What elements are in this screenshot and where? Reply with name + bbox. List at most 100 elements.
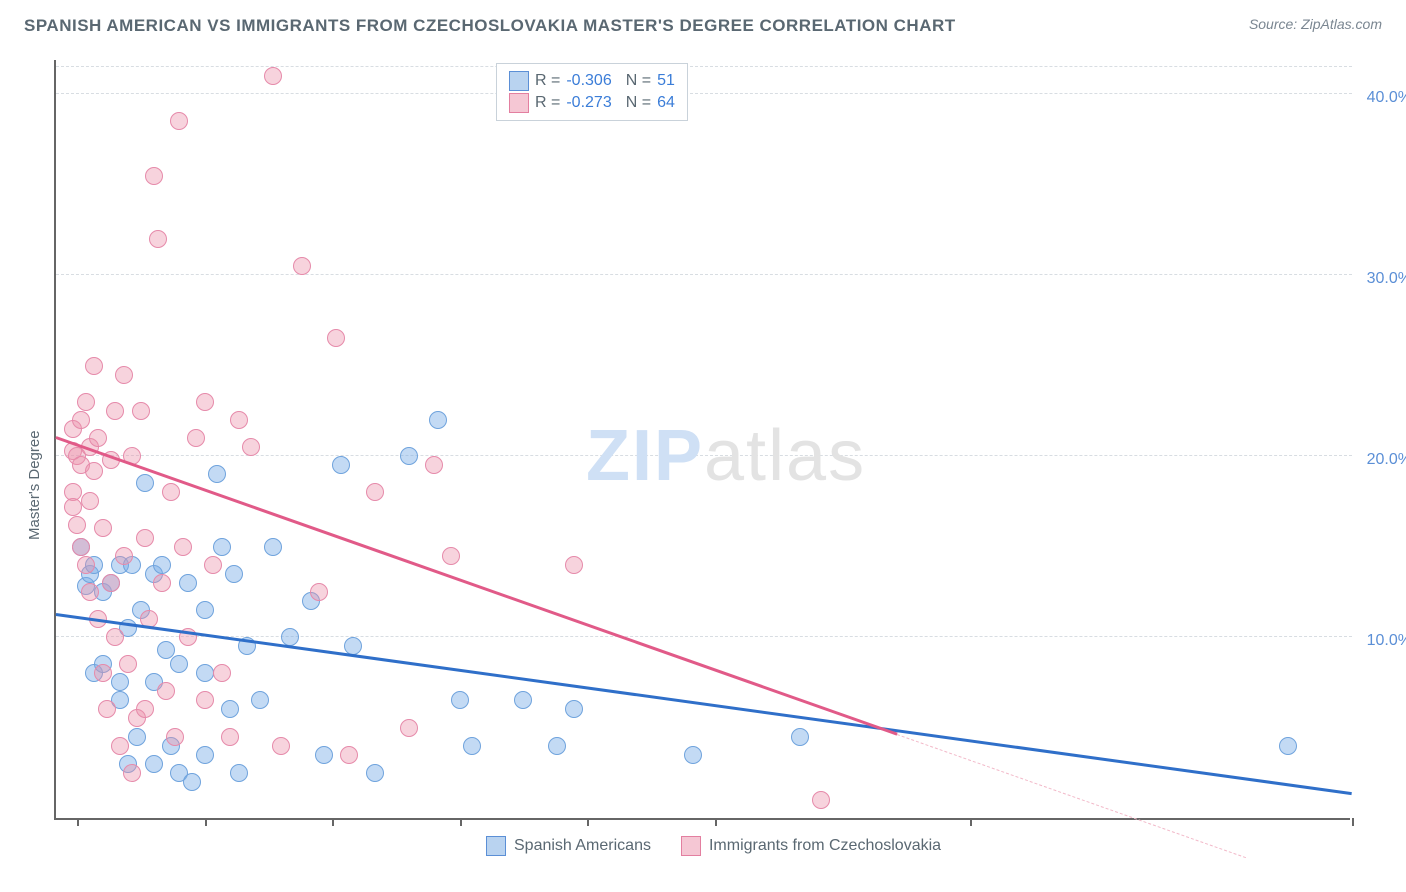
legend-swatch-czech (509, 93, 529, 113)
legend-item-spanish: Spanish Americans (486, 836, 651, 856)
data-point-spanish (225, 565, 243, 583)
trend-line (56, 613, 1352, 795)
legend-swatch-spanish (509, 71, 529, 91)
data-point-czech (425, 456, 443, 474)
data-point-spanish (221, 700, 239, 718)
x-tick (77, 818, 79, 826)
legend-label: Spanish Americans (514, 837, 651, 855)
data-point-spanish (157, 641, 175, 659)
x-tick (715, 818, 717, 826)
legend-n-value: 51 (657, 70, 675, 92)
data-point-spanish (136, 474, 154, 492)
data-point-spanish (315, 746, 333, 764)
data-point-czech (81, 492, 99, 510)
data-point-czech (204, 556, 222, 574)
data-point-czech (442, 547, 460, 565)
data-point-czech (166, 728, 184, 746)
plot-area: 10.0%20.0%30.0%40.0%ZIPatlasR = -0.306N … (54, 60, 1350, 820)
data-point-czech (812, 791, 830, 809)
data-point-spanish (548, 737, 566, 755)
data-point-czech (221, 728, 239, 746)
data-point-spanish (463, 737, 481, 755)
data-point-spanish (213, 538, 231, 556)
data-point-czech (174, 538, 192, 556)
x-tick (1352, 818, 1354, 826)
data-point-spanish (281, 628, 299, 646)
data-point-spanish (332, 456, 350, 474)
data-point-czech (132, 402, 150, 420)
legend-swatch-spanish (486, 836, 506, 856)
legend-r-label: R = (535, 92, 560, 114)
gridline-h (56, 93, 1352, 94)
legend-item-czech: Immigrants from Czechoslovakia (681, 836, 941, 856)
series-legend: Spanish Americans Immigrants from Czechos… (486, 836, 941, 856)
data-point-spanish (366, 764, 384, 782)
data-point-czech (72, 538, 90, 556)
data-point-czech (136, 700, 154, 718)
data-point-czech (340, 746, 358, 764)
data-point-spanish (145, 755, 163, 773)
data-point-spanish (183, 773, 201, 791)
y-tick-label: 30.0% (1367, 270, 1406, 288)
data-point-czech (366, 483, 384, 501)
data-point-czech (327, 329, 345, 347)
data-point-czech (293, 257, 311, 275)
data-point-spanish (196, 601, 214, 619)
x-tick (332, 818, 334, 826)
data-point-czech (565, 556, 583, 574)
x-tick (587, 818, 589, 826)
data-point-spanish (128, 728, 146, 746)
data-point-czech (196, 691, 214, 709)
legend-n-label: N = (626, 70, 651, 92)
data-point-czech (94, 519, 112, 537)
data-point-czech (115, 547, 133, 565)
data-point-czech (162, 483, 180, 501)
data-point-czech (196, 393, 214, 411)
legend-r-value: -0.273 (566, 92, 611, 114)
data-point-czech (85, 462, 103, 480)
data-point-spanish (429, 411, 447, 429)
data-point-czech (400, 719, 418, 737)
data-point-spanish (264, 538, 282, 556)
legend-n-label: N = (626, 92, 651, 114)
data-point-spanish (514, 691, 532, 709)
chart-title: SPANISH AMERICAN VS IMMIGRANTS FROM CZEC… (24, 16, 956, 36)
data-point-czech (213, 664, 231, 682)
data-point-czech (230, 411, 248, 429)
data-point-czech (310, 583, 328, 601)
data-point-czech (242, 438, 260, 456)
data-point-czech (94, 664, 112, 682)
stats-legend: R = -0.306N = 51R = -0.273N = 64 (496, 63, 688, 121)
data-point-czech (102, 574, 120, 592)
chart-source: Source: ZipAtlas.com (1249, 16, 1382, 32)
data-point-czech (187, 429, 205, 447)
data-point-spanish (153, 556, 171, 574)
data-point-spanish (196, 746, 214, 764)
data-point-czech (106, 628, 124, 646)
y-tick-label: 10.0% (1367, 632, 1406, 650)
gridline-h (56, 274, 1352, 275)
legend-swatch-czech (681, 836, 701, 856)
x-tick (970, 818, 972, 826)
data-point-spanish (565, 700, 583, 718)
data-point-czech (157, 682, 175, 700)
data-point-czech (153, 574, 171, 592)
data-point-czech (98, 700, 116, 718)
data-point-spanish (208, 465, 226, 483)
data-point-czech (149, 230, 167, 248)
data-point-czech (81, 583, 99, 601)
legend-n-value: 64 (657, 92, 675, 114)
x-tick (460, 818, 462, 826)
data-point-czech (72, 411, 90, 429)
y-tick-label: 20.0% (1367, 451, 1406, 469)
data-point-czech (89, 429, 107, 447)
legend-r-value: -0.306 (566, 70, 611, 92)
data-point-czech (111, 737, 129, 755)
data-point-czech (85, 357, 103, 375)
data-point-spanish (1279, 737, 1297, 755)
data-point-czech (170, 112, 188, 130)
legend-label: Immigrants from Czechoslovakia (709, 837, 941, 855)
data-point-spanish (791, 728, 809, 746)
data-point-czech (145, 167, 163, 185)
data-point-czech (272, 737, 290, 755)
